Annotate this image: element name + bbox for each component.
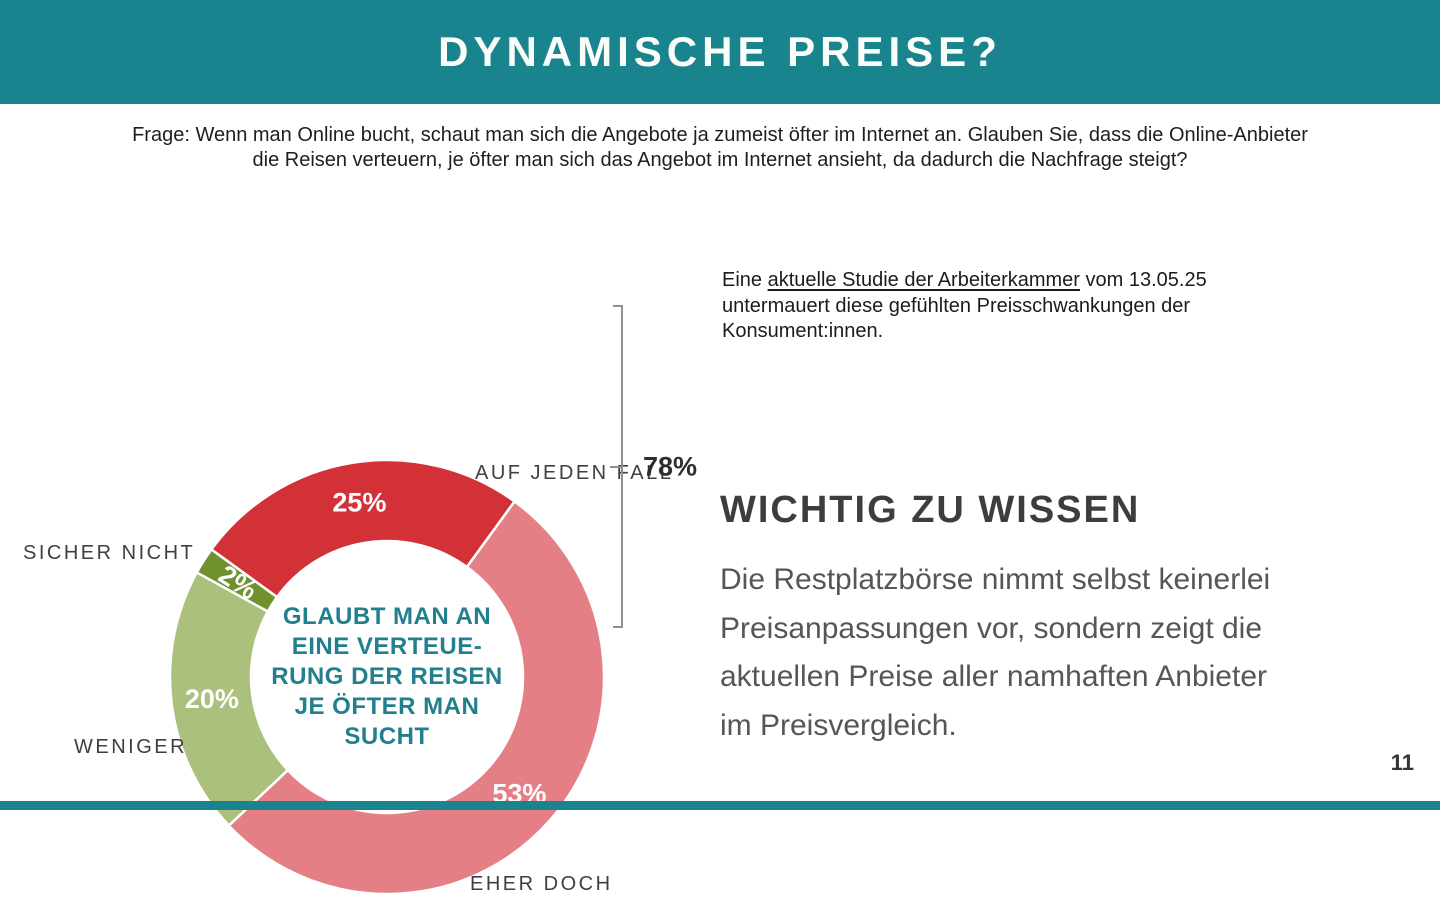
bracket: 78% bbox=[610, 305, 713, 628]
donut-wrap: 25% 53% 20% 2% GLAUBT MAN AN EINE VERTEUE- … bbox=[167, 457, 607, 897]
chart-label-weniger: WENIGER bbox=[74, 736, 188, 758]
info-body: Die Restplatzbörse nimmt selbst keinerle… bbox=[720, 563, 1271, 742]
study-note-suffix: vom 13.05.25 untermauert diese gefühlten… bbox=[722, 269, 1207, 342]
header-bar: DYNAMISCHE PREISE? bbox=[0, 0, 1440, 104]
page-number: 11 bbox=[1390, 750, 1414, 775]
donut-segment-sicher-nicht bbox=[195, 548, 279, 613]
bottom-bar bbox=[0, 801, 1440, 810]
chart-label-eher-doch: EHER DOCH bbox=[470, 873, 613, 895]
donut-percent-label: 20% bbox=[185, 684, 239, 714]
slide-title: DYNAMISCHE PREISE? bbox=[438, 28, 1002, 75]
bracket-tick-mid bbox=[610, 465, 623, 468]
info-heading: WICHTIG ZU WISSEN bbox=[720, 489, 1141, 531]
study-note-prefix: Eine bbox=[722, 269, 768, 291]
donut-chart-svg: 25%53%20%2% bbox=[168, 458, 606, 896]
donut-segment-weniger bbox=[168, 571, 290, 827]
donut-chart: 25% 53% 20% 2% GLAUBT MAN AN EINE VERTEUE- … bbox=[0, 210, 720, 896]
question-text: Frage: Wenn man Online bucht, schaut man… bbox=[132, 124, 1308, 171]
donut-percent-label: 25% bbox=[332, 488, 386, 518]
chart-label-sicher-nicht: SICHER NICHT bbox=[23, 542, 196, 564]
study-link[interactable]: aktuelle Studie der Arbeiterkammer bbox=[767, 269, 1080, 291]
study-note: Eine aktuelle Studie der Arbeiterkammer … bbox=[722, 268, 1318, 345]
bracket-label: 78% bbox=[643, 451, 698, 481]
donut-segment-auf-jeden-fall bbox=[210, 458, 516, 599]
bracket-tick-bottom bbox=[613, 626, 623, 628]
donut-center-label: GLAUBT MAN AN EINE VERTEUE- RUNG DER REI… bbox=[271, 603, 503, 750]
bracket-tick-top bbox=[613, 305, 623, 307]
